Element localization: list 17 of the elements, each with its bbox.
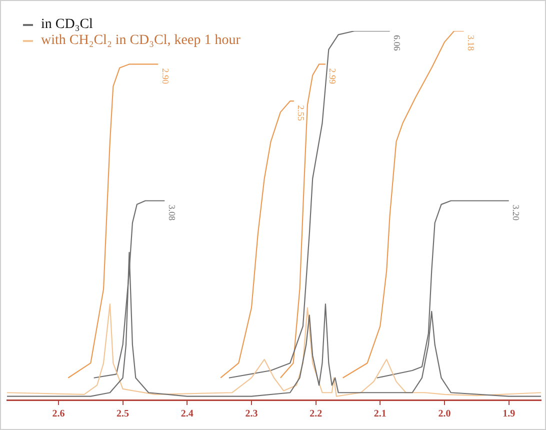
annotation: 3.20 [510,204,521,221]
annotation: 2.99 [328,68,338,84]
legend-label: with CH₂Cl₂ in CD₃Cl, keep 1 hour [41,33,240,49]
x-tick-label: 2.6 [52,408,65,420]
annotation: 3.08 [166,204,177,221]
legend-label: in CD₃Cl [41,17,93,33]
annotation: 2.90 [160,68,170,84]
x-tick-label: 2.4 [180,408,194,420]
x-tick-label: 2.1 [374,408,386,420]
x-tick-label: 2.5 [116,408,130,420]
x-tick-label: 2.3 [245,408,258,420]
annotation: 2.55 [296,105,306,122]
annotation: 3.18 [466,35,476,52]
x-tick-label: 2.2 [310,408,322,420]
x-tick-label: 2.0 [438,408,451,420]
x-tick-label: 1.9 [502,408,516,420]
annotation: 6.06 [392,35,402,52]
